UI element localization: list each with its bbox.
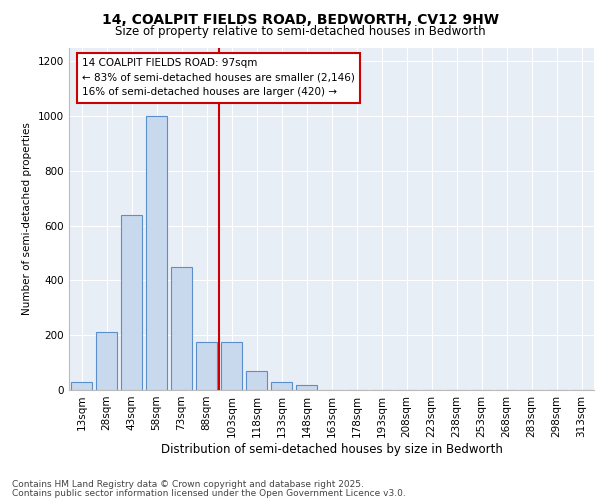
Bar [121,214,142,390]
Bar [171,266,192,390]
Bar [96,332,117,390]
Bar [146,116,167,390]
Text: Contains HM Land Registry data © Crown copyright and database right 2025.: Contains HM Land Registry data © Crown c… [12,480,364,489]
Bar [196,342,217,390]
Text: 14 COALPIT FIELDS ROAD: 97sqm
← 83% of semi-detached houses are smaller (2,146)
: 14 COALPIT FIELDS ROAD: 97sqm ← 83% of s… [82,58,355,98]
Y-axis label: Number of semi-detached properties: Number of semi-detached properties [22,122,32,315]
Text: 14, COALPIT FIELDS ROAD, BEDWORTH, CV12 9HW: 14, COALPIT FIELDS ROAD, BEDWORTH, CV12 … [101,12,499,26]
X-axis label: Distribution of semi-detached houses by size in Bedworth: Distribution of semi-detached houses by … [161,442,502,456]
Bar [221,342,242,390]
Bar [296,384,317,390]
Bar [71,382,92,390]
Text: Contains public sector information licensed under the Open Government Licence v3: Contains public sector information licen… [12,488,406,498]
Text: Size of property relative to semi-detached houses in Bedworth: Size of property relative to semi-detach… [115,25,485,38]
Bar [246,371,267,390]
Bar [271,382,292,390]
